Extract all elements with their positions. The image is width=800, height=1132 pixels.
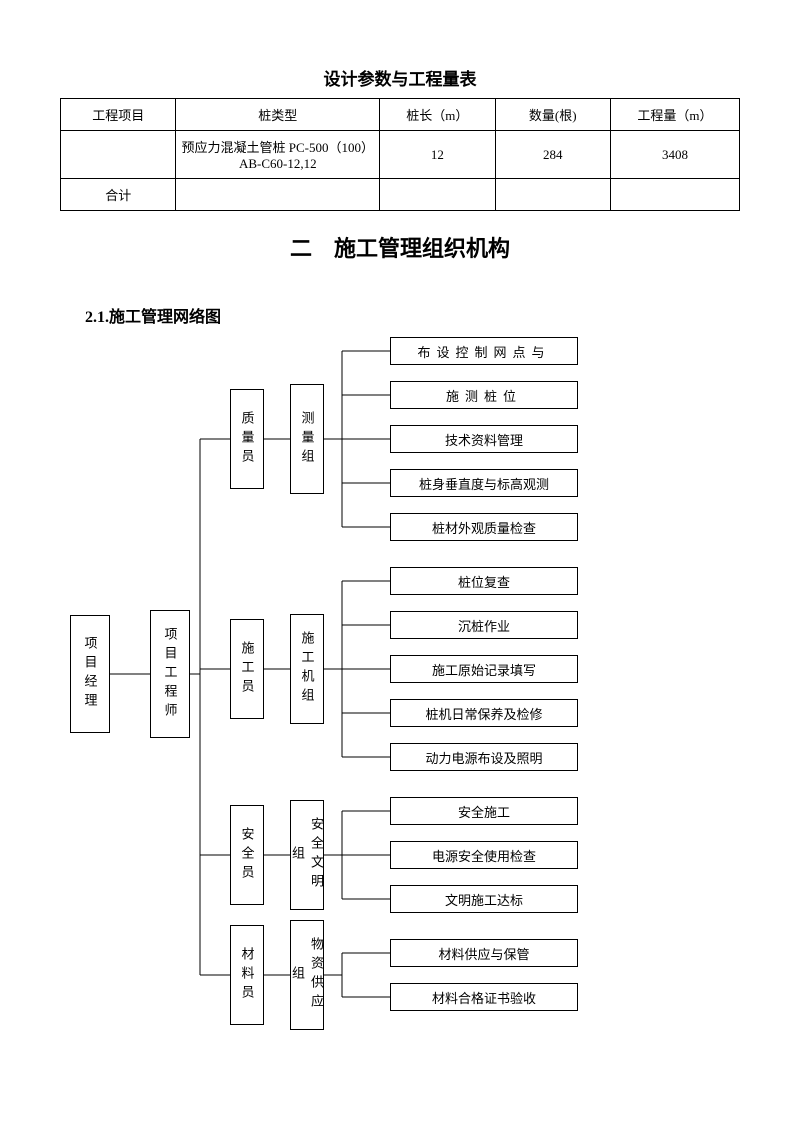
task-t3: 技术资料管理 — [390, 425, 578, 453]
cell-empty — [176, 179, 380, 211]
task-t7: 沉桩作业 — [390, 611, 578, 639]
col-header: 数量(根) — [495, 99, 610, 131]
role-r1: 质量员 — [230, 389, 264, 489]
cell-project — [61, 131, 176, 179]
cell-empty — [380, 179, 495, 211]
task-t10: 动力电源布设及照明 — [390, 743, 578, 771]
cell-amount: 3408 — [610, 131, 739, 179]
role-r2: 施工员 — [230, 619, 264, 719]
group-g4: 物资供应组 — [290, 920, 324, 1030]
param-table: 工程项目 桩类型 桩长（m） 数量(根) 工程量（m） 预应力混凝土管桩 PC-… — [60, 98, 740, 211]
node-project-engineer: 项目工程师 — [150, 610, 190, 738]
cell-empty — [610, 179, 739, 211]
group-g2: 施工机组 — [290, 614, 324, 724]
task-t5: 桩材外观质量检查 — [390, 513, 578, 541]
task-t8: 施工原始记录填写 — [390, 655, 578, 683]
task-t4: 桩身垂直度与标高观测 — [390, 469, 578, 497]
task-t11: 安全施工 — [390, 797, 578, 825]
cell-total-label: 合计 — [61, 179, 176, 211]
task-t6: 桩位复查 — [390, 567, 578, 595]
col-header: 桩长（m） — [380, 99, 495, 131]
col-header: 工程量（m） — [610, 99, 739, 131]
org-chart: 布设控制网点与施测桩位技术资料管理桩身垂直度与标高观测桩材外观质量检查桩位复查沉… — [60, 337, 740, 1107]
task-t15: 材料合格证书验收 — [390, 983, 578, 1011]
cell-qty: 284 — [495, 131, 610, 179]
col-header: 工程项目 — [61, 99, 176, 131]
cell-length: 12 — [380, 131, 495, 179]
task-t13: 文明施工达标 — [390, 885, 578, 913]
role-r4: 材料员 — [230, 925, 264, 1025]
cell-empty — [495, 179, 610, 211]
task-t12: 电源安全使用检查 — [390, 841, 578, 869]
section-title: 二 施工管理组织机构 — [60, 231, 740, 263]
table-row: 预应力混凝土管桩 PC-500（100）AB-C60-12,12 12 284 … — [61, 131, 740, 179]
group-g3: 安全文明组 — [290, 800, 324, 910]
role-r3: 安全员 — [230, 805, 264, 905]
table-title: 设计参数与工程量表 — [60, 65, 740, 90]
cell-type: 预应力混凝土管桩 PC-500（100）AB-C60-12,12 — [176, 131, 380, 179]
task-t9: 桩机日常保养及检修 — [390, 699, 578, 727]
col-header: 桩类型 — [176, 99, 380, 131]
table-header-row: 工程项目 桩类型 桩长（m） 数量(根) 工程量（m） — [61, 99, 740, 131]
table-total-row: 合计 — [61, 179, 740, 211]
task-t1: 布设控制网点与 — [390, 337, 578, 365]
task-t2: 施测桩位 — [390, 381, 578, 409]
group-g1: 测量组 — [290, 384, 324, 494]
node-project-manager: 项目经理 — [70, 615, 110, 733]
subsection-title: 2.1.施工管理网络图 — [85, 303, 740, 327]
task-t14: 材料供应与保管 — [390, 939, 578, 967]
